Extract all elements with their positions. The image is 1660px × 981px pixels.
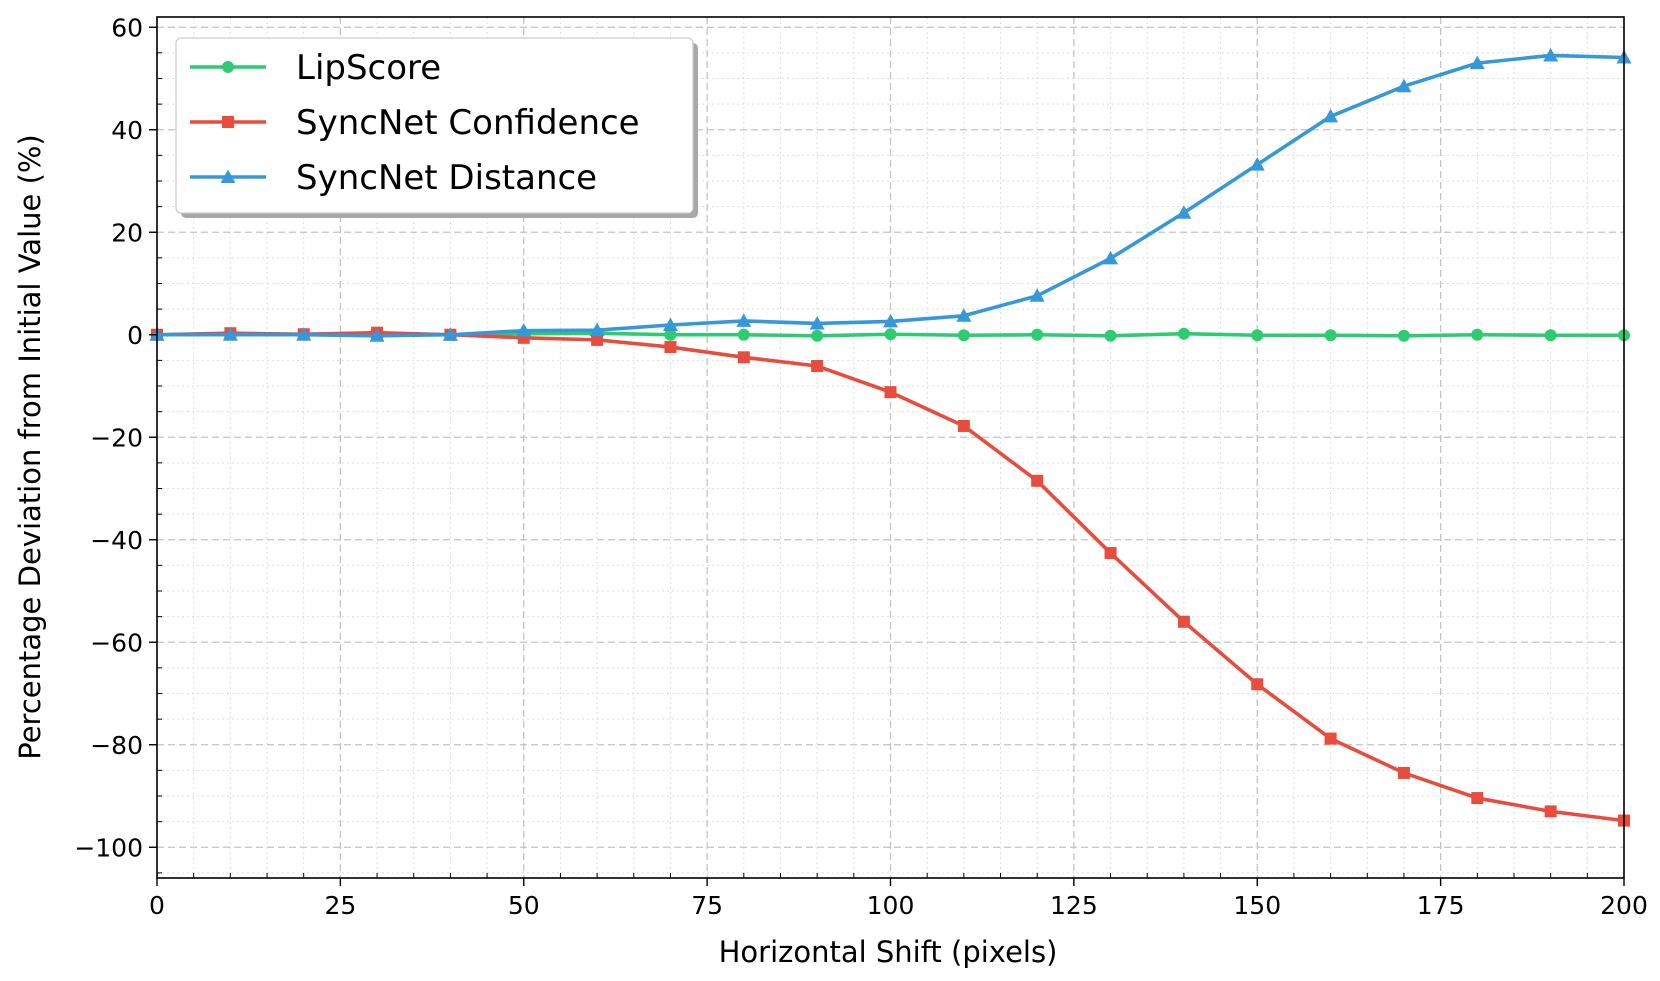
legend-entry-syncnet-confidence: SyncNet Confidence [190,103,640,143]
data-point [736,313,752,327]
x-tick-label: 50 [508,891,540,920]
series-layer [149,47,1632,827]
data-point [811,360,824,373]
data-point [1104,329,1117,342]
data-point [1396,78,1412,93]
x-axis-label: Horizontal Shift (pixels) [719,935,1058,969]
data-point [1029,288,1045,302]
data-point [1323,108,1339,123]
data-point [1471,792,1484,805]
x-tick-label: 125 [1050,891,1098,920]
data-point [1324,329,1337,342]
legend-label: SyncNet Confidence [296,103,640,143]
data-point [664,341,677,354]
data-point [1177,327,1190,340]
data-point [1544,805,1557,818]
data-point [662,317,678,332]
x-tick-label: 150 [1233,891,1281,920]
x-tick-label: 0 [149,891,165,920]
y-tick-label: −60 [90,628,143,657]
data-point [1544,329,1557,342]
data-point [956,308,972,322]
data-point [1397,329,1410,342]
x-tick-label: 200 [1600,891,1648,920]
legend-marker [222,61,234,73]
x-tick-label: 175 [1417,891,1465,920]
data-point [884,386,897,399]
legend-entry-syncnet-distance: SyncNet Distance [190,158,597,198]
legend-entry-lipscore: LipScore [190,48,441,88]
data-point [957,419,970,432]
x-tick-label: 100 [867,891,915,920]
y-tick-label: −40 [90,526,143,555]
data-point [1397,766,1410,779]
data-point [591,333,604,346]
data-point [883,313,898,328]
data-point [1031,328,1044,341]
data-point [1251,329,1264,342]
data-point [1251,678,1264,691]
data-point [1103,250,1119,265]
data-point [1176,205,1192,219]
series-syncnet-confidence [151,326,1630,827]
data-point [1471,328,1484,341]
data-point [811,329,824,342]
y-axis-label: Percentage Deviation from Initial Value … [13,134,47,760]
legend-label: SyncNet Distance [296,158,597,198]
data-point [1469,55,1485,70]
data-point [1543,47,1559,62]
x-tick-label: 25 [324,891,356,920]
legend-box [175,37,694,214]
data-point [442,327,458,341]
y-tick-label: 0 [127,321,143,350]
legend-marker [222,116,234,128]
data-point [369,328,385,342]
minor-grid [157,17,1624,878]
y-tick-label: 40 [111,116,143,145]
y-tick-label: 20 [111,218,143,247]
data-point [1177,615,1190,628]
data-point [737,328,750,341]
y-tick-label: −100 [74,833,143,862]
tick-layer: 0 25 50 75 100 125 150 175 2006040200−20−40−60−8… [74,13,1648,920]
series-syncnet-distance [149,47,1632,342]
y-tick-label: −80 [90,731,143,760]
y-tick-label: 60 [111,13,143,42]
data-point [809,315,825,330]
data-point [664,328,677,341]
x-tick-label: 75 [691,891,723,920]
data-point [1249,157,1265,171]
data-point [884,328,897,341]
legend: LipScore SyncNet Confidence SyncNet Distan… [175,37,698,218]
legend-label: LipScore [296,48,441,88]
data-point [957,329,970,342]
data-point [1104,547,1117,560]
legend-entries: LipScore SyncNet Confidence SyncNet Distan… [190,48,640,198]
data-point [1324,732,1337,745]
y-tick-label: −20 [90,423,143,452]
data-point [516,323,532,337]
data-point [737,351,750,364]
data-point [222,327,238,341]
legend-marker [220,169,236,183]
data-point [1031,474,1044,487]
data-point [589,322,605,337]
data-point [296,327,312,341]
